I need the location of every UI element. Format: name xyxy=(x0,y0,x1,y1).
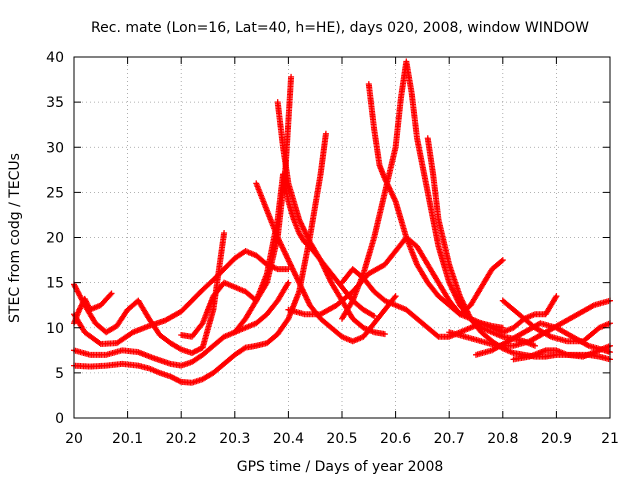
chart-title: Rec. mate (Lon=16, Lat=40, h=HE), days 0… xyxy=(91,20,589,36)
data-point xyxy=(176,378,183,385)
grid xyxy=(74,57,610,418)
data-point xyxy=(498,258,505,265)
series-arc-18 xyxy=(510,342,613,363)
y-tick-label: 35 xyxy=(46,95,64,111)
series-arc-14 xyxy=(424,135,613,363)
series-arc-8 xyxy=(274,99,388,338)
x-tick-label: 20.2 xyxy=(166,431,197,447)
x-tick-label: 20.5 xyxy=(326,431,357,447)
data-point xyxy=(369,312,376,319)
y-tick-label: 15 xyxy=(46,276,64,292)
data-marks xyxy=(71,58,613,386)
data-point xyxy=(241,345,248,352)
x-tick-label: 20.1 xyxy=(112,431,143,447)
series-arc-17 xyxy=(499,297,613,345)
data-point xyxy=(434,332,441,339)
y-axis: 0 5 10 15 20 25 30 35 40 xyxy=(46,50,610,427)
x-tick-label: 20.4 xyxy=(273,431,304,447)
y-tick-label: 0 xyxy=(55,411,64,427)
data-point xyxy=(499,324,506,331)
x-tick-label: 20.6 xyxy=(380,431,411,447)
x-tick-label: 20.8 xyxy=(487,431,518,447)
x-tick-label: 20 xyxy=(65,431,83,447)
y-tick-label: 10 xyxy=(46,321,64,337)
series-arc-11 xyxy=(339,58,538,349)
data-point xyxy=(553,293,560,300)
data-point xyxy=(221,229,228,236)
data-point xyxy=(392,293,399,300)
series-arc-3 xyxy=(71,290,115,327)
x-tick-label: 20.9 xyxy=(541,431,572,447)
data-point xyxy=(288,73,295,80)
data-point xyxy=(584,342,591,349)
data-point xyxy=(499,257,506,264)
data-point xyxy=(391,294,398,301)
y-tick-label: 25 xyxy=(46,185,64,201)
data-point xyxy=(176,345,183,352)
x-tick-label: 20.3 xyxy=(219,431,250,447)
x-axis-label: GPS time / Days of year 2008 xyxy=(237,459,444,475)
y-tick-label: 30 xyxy=(46,140,64,156)
data-point xyxy=(531,342,538,349)
x-tick-label: 21 xyxy=(601,431,619,447)
y-tick-label: 40 xyxy=(46,50,64,66)
data-point xyxy=(285,279,292,286)
data-point xyxy=(546,333,553,340)
y-axis-label: STEC from codg / TECUs xyxy=(7,153,23,323)
data-point xyxy=(322,130,329,137)
data-point xyxy=(107,291,114,298)
y-tick-label: 20 xyxy=(46,231,64,247)
x-tick-label: 20.7 xyxy=(434,431,465,447)
series-arc-4 xyxy=(71,279,292,369)
data-point xyxy=(381,331,388,338)
data-point xyxy=(589,302,596,309)
data-point xyxy=(96,340,103,347)
data-point xyxy=(371,313,378,320)
series-arc-9 xyxy=(253,180,399,345)
data-point xyxy=(108,290,115,297)
y-tick-label: 5 xyxy=(55,366,64,382)
x-axis: 20 20.1 20.2 20.3 20.4 20.5 20.6 20.7 20.8 20.9 21 xyxy=(65,57,619,447)
